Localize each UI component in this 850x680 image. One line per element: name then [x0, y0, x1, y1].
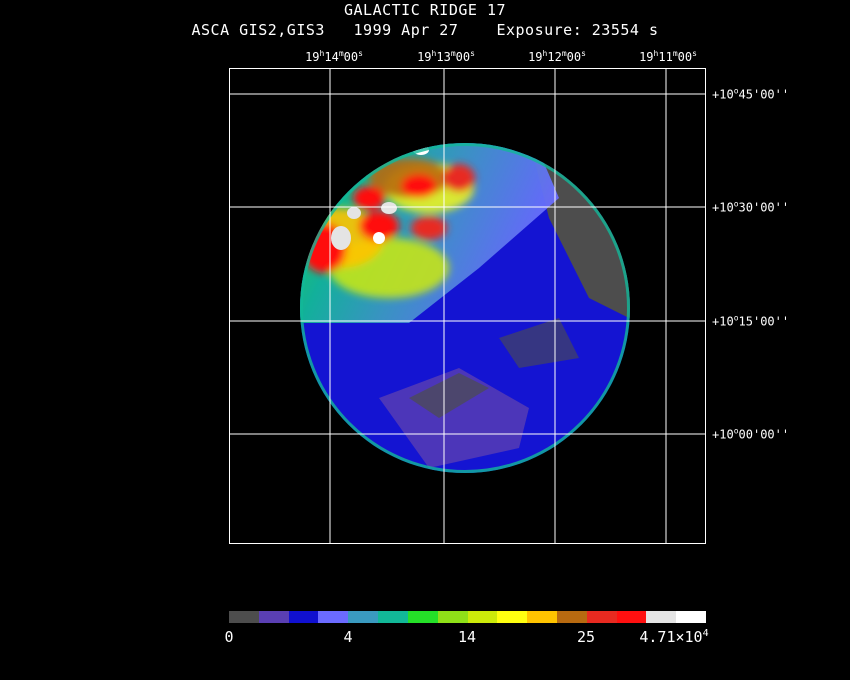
dec-label-2: +10o30'00'': [712, 199, 790, 215]
colorbar-swatch-2: [258, 611, 289, 623]
colorbar-swatch-16: [676, 611, 706, 623]
colorbar-swatch-9: [467, 611, 498, 623]
colorbar-swatch-5: [348, 611, 379, 623]
ra-label-1: 19h14m00s: [305, 49, 363, 64]
colorbar-tick-3: 14: [457, 628, 477, 646]
colorbar-swatch-14: [616, 611, 647, 623]
color-scale-bar: [229, 611, 706, 623]
colorbar-swatch-10: [497, 611, 528, 623]
dec-label-3: +10o15'00'': [712, 313, 790, 329]
colorbar-swatch-15: [646, 611, 677, 623]
colorbar-swatch-8: [437, 611, 468, 623]
colorbar-swatch-6: [378, 611, 408, 623]
colorbar-tick-4: 25: [576, 628, 596, 646]
dec-label-4: +10o00'00'': [712, 426, 790, 442]
colorbar-swatch-3: [288, 611, 319, 623]
colorbar-swatch-4: [318, 611, 349, 623]
colorbar-tick-1: 0: [224, 628, 234, 646]
image-title: GALACTIC RIDGE 17: [343, 1, 507, 19]
ra-label-4: 19h11m00s: [639, 49, 697, 64]
xray-sky-image: [229, 68, 706, 544]
colorbar-swatch-7: [407, 611, 438, 623]
colorbar-max-label: 4.71×104: [639, 628, 709, 646]
colorbar-tick-2: 4: [343, 628, 353, 646]
ra-label-2: 19h13m00s: [417, 49, 475, 64]
ra-label-3: 19h12m00s: [528, 49, 586, 64]
image-subtitle: ASCA GIS2,GIS3 1999 Apr 27 Exposure: 235…: [191, 21, 659, 39]
colorbar-swatch-12: [556, 611, 587, 623]
colorbar-swatch-1: [229, 611, 259, 623]
coordinate-grid: [229, 68, 706, 544]
dec-label-1: +10o45'00'': [712, 86, 790, 102]
colorbar-swatch-13: [586, 611, 617, 623]
field-of-view: [300, 143, 630, 473]
colorbar-swatch-11: [527, 611, 557, 623]
